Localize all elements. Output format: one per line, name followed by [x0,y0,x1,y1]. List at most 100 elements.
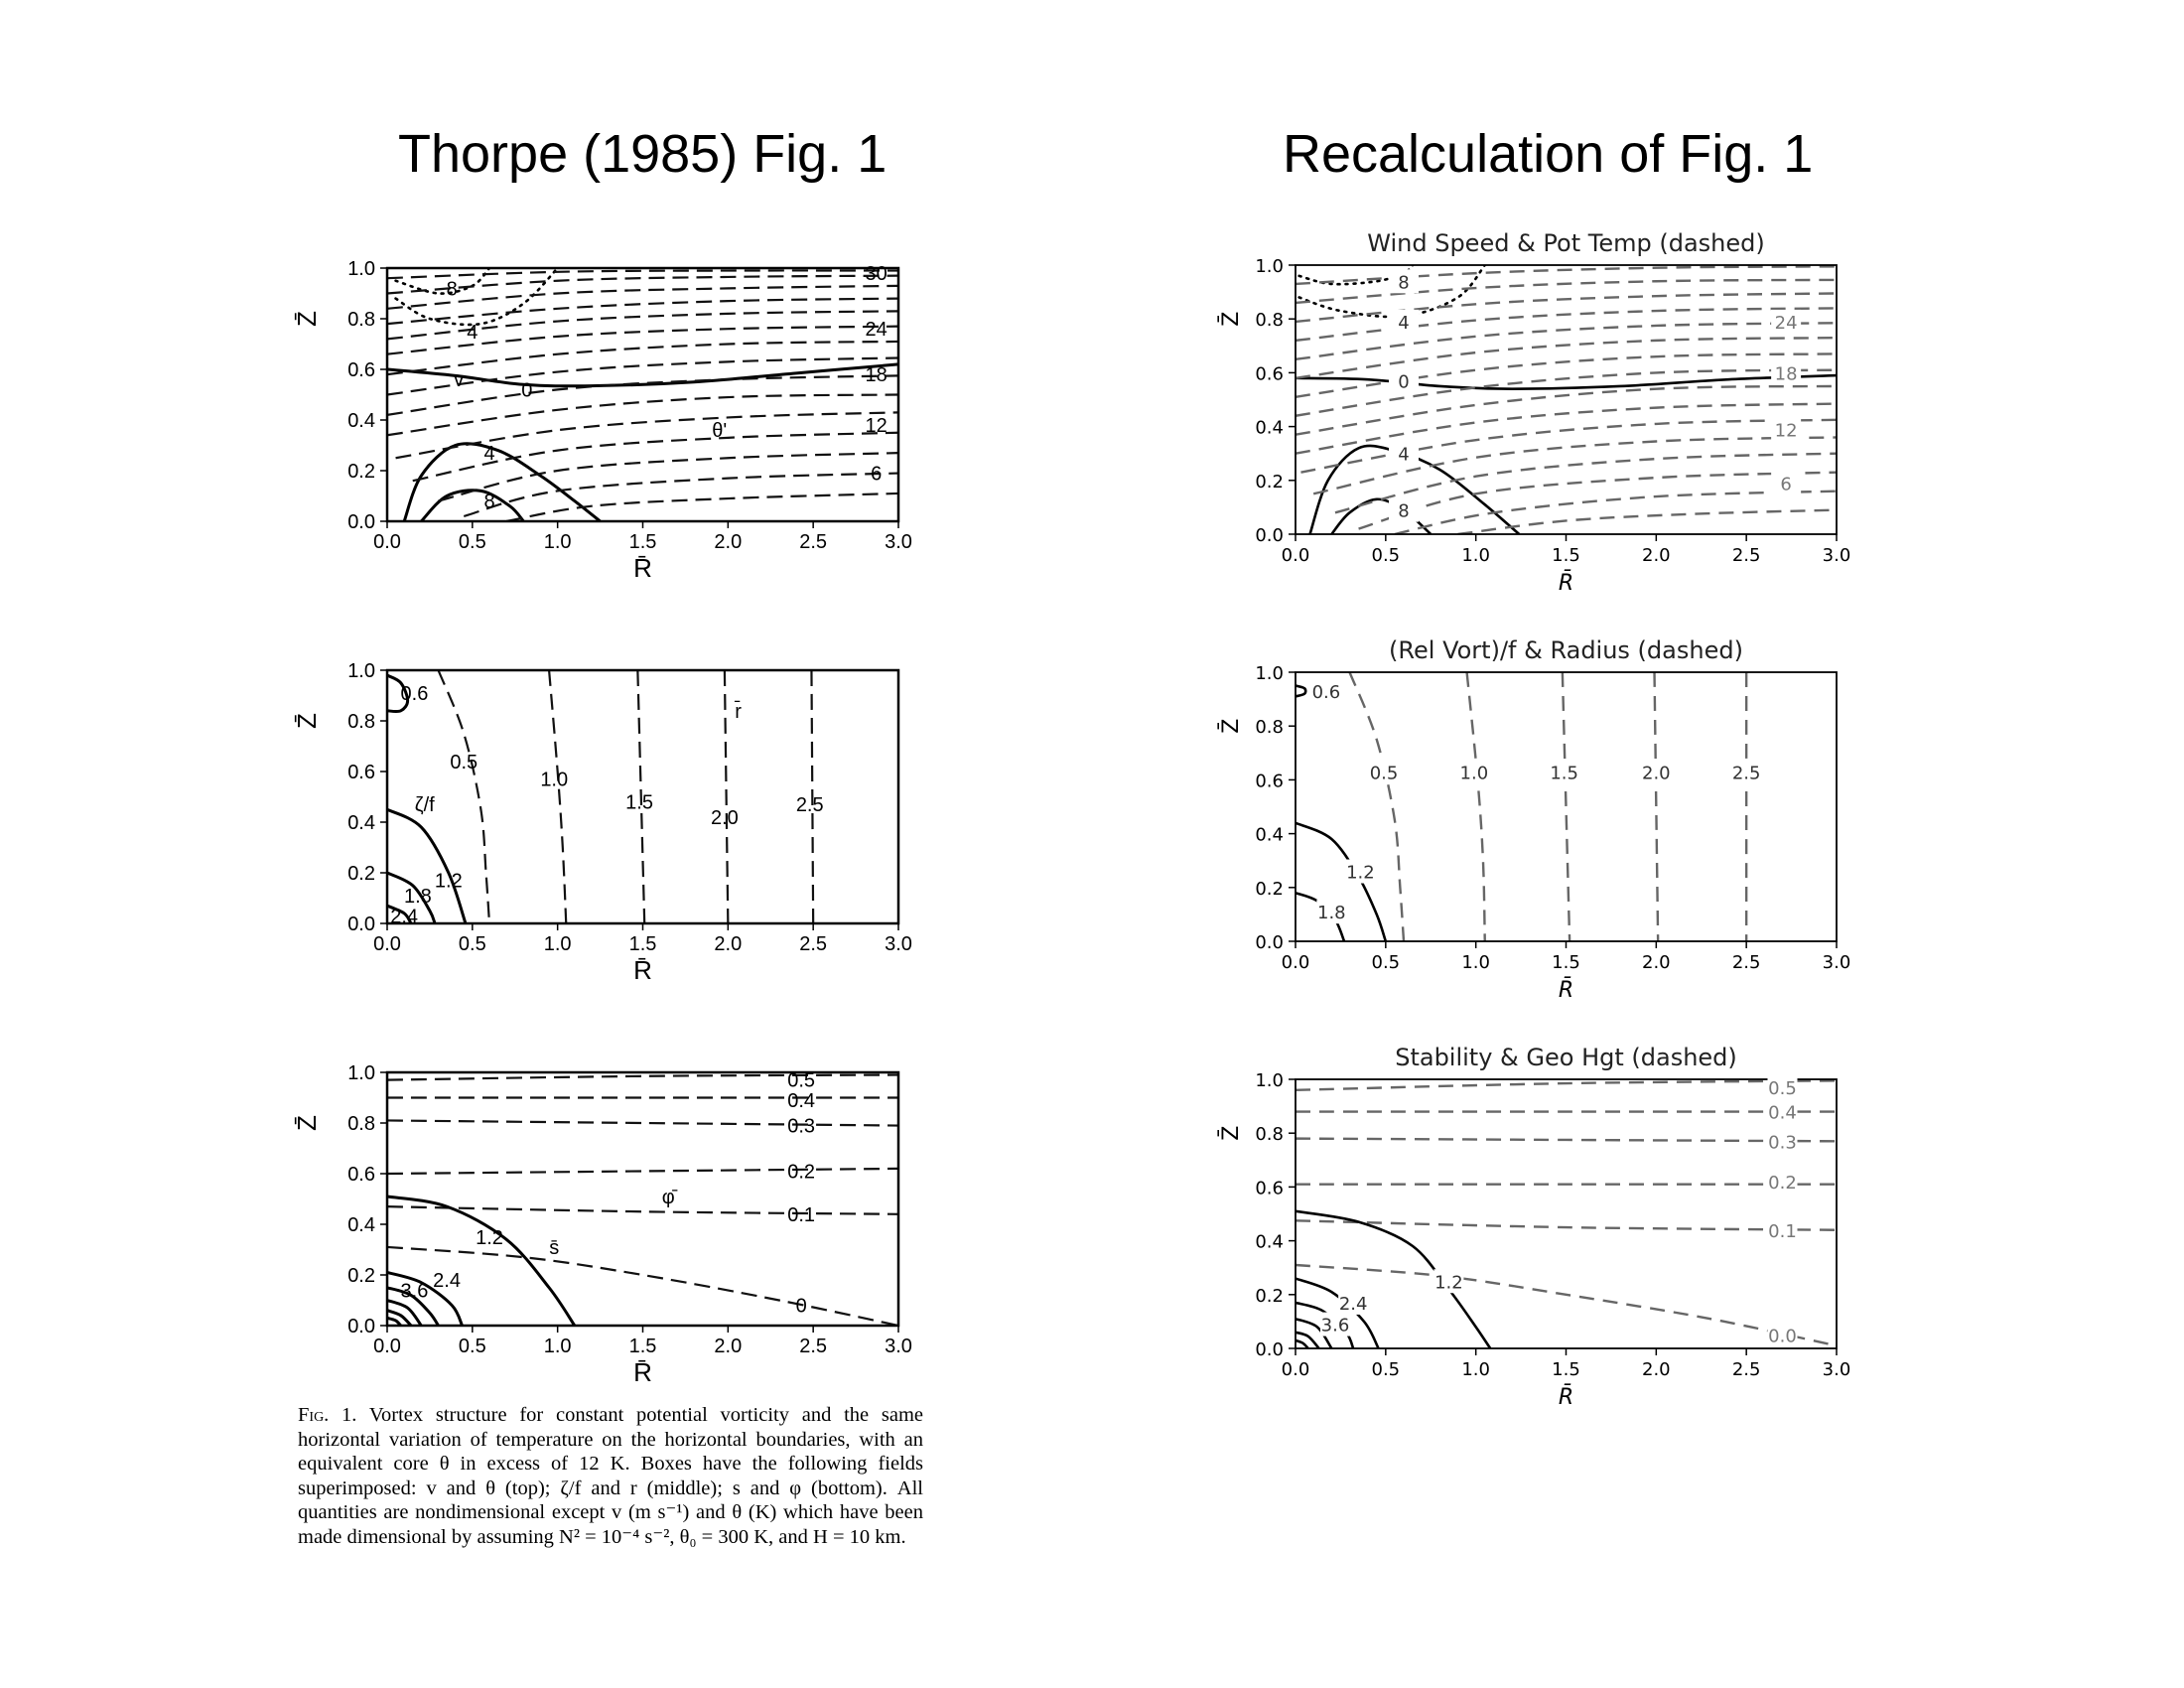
x-tick-label: 0.0 [373,933,401,955]
x-tick-label: 2.5 [799,933,827,955]
contour-label: 4 [1398,313,1409,334]
dashed-contour-12 [1296,402,1837,455]
y-tick-label: 0.6 [347,359,375,381]
dashed-contour-unlabeled [387,325,898,355]
x-axis-label: R̄ [633,1357,652,1387]
contour-label: 8 [1398,501,1409,522]
y-tick-label: 1.0 [1255,663,1284,684]
contour-label: 12 [1775,420,1798,441]
contour-label: 0.0 [1768,1326,1797,1346]
contour-label-gap [1389,269,1419,294]
contour-label-gap [1310,678,1341,703]
y-tick-label: 0.8 [347,1113,375,1135]
dashed-contour-18 [387,340,898,376]
x-axis-label: R̄ [1559,1384,1573,1410]
contour-label: v [454,369,464,391]
dashed-contour-2.5 [810,670,815,923]
contour-label: 2.0 [1642,763,1671,783]
y-tick-label: 1.0 [1255,1070,1284,1091]
contour-label: 2.4 [1339,1294,1368,1315]
contour-label: φ̄ [662,1187,678,1208]
x-tick-label: 2.5 [1732,952,1761,973]
contour-label-gap [1458,760,1489,784]
y-tick-label: 0.8 [1255,310,1284,331]
x-tick-label: 1.0 [1461,952,1490,973]
contour-label: 1.8 [404,886,432,908]
y-tick-label: 0.0 [1255,525,1284,546]
solid-contour-3.6 [387,1286,440,1326]
contour-label: 24 [866,319,887,341]
y-tick-label: 0.4 [1255,1232,1284,1253]
contour-label-gap [1338,1290,1369,1315]
x-tick-label: 3.0 [885,933,912,955]
y-axis-label: Z̄ [292,1115,322,1131]
contour-label: 0.2 [1768,1173,1797,1194]
dashed-contour-30 [387,269,898,280]
contour-label: 6 [1780,475,1791,495]
dashed-contour-0.5 [1348,672,1406,941]
y-tick-label: 0.8 [347,309,375,331]
x-tick-label: 1.5 [1552,545,1580,566]
y-axis-label: Z̄ [292,311,322,327]
contour-label: 3.6 [401,1280,429,1302]
contour-label-gap [1389,441,1419,466]
dashed-contour-unlabeled [1296,278,1837,305]
recalc-top-panel: Wind Speed & Pot Temp (dashed) 0.0 0.5 1.0 1… [1218,229,1851,596]
contour-label: 8 [447,278,458,300]
contour-label-gap [1641,760,1672,784]
dashed-contour-unlabeled [1296,336,1837,380]
contour-label: 2.4 [390,906,418,927]
contour-label: 0.5 [1768,1078,1797,1099]
x-tick-label: 1.0 [544,933,572,955]
contour-label: 0.2 [787,1161,815,1183]
dashed-contour-unlabeled [387,310,898,341]
contour-label: 0 [521,379,532,401]
y-tick-label: 0.2 [347,461,375,483]
y-tick-label: 1.0 [1255,256,1284,277]
contour-label: 1.2 [476,1227,503,1249]
y-tick-label: 0.2 [1255,1286,1284,1307]
dashed-contour-unlabeled [1457,508,1837,534]
dotted-contour-8 [394,268,491,295]
contour-label: 0.5 [1370,763,1399,783]
y-axis-label: Z̄ [292,713,322,729]
x-tick-label: 0.0 [1282,545,1310,566]
y-axis-label: Z̄ [1218,1126,1244,1141]
contour-label-gap [1549,760,1579,784]
contour-label-gap [1731,760,1762,784]
dashed-contour-2.0 [723,670,730,923]
dashed-contour-unlabeled [387,274,898,295]
y-tick-label: 0.0 [347,511,375,533]
contour-label: ζ/f [415,794,435,816]
contour-label: 2.5 [1732,763,1761,783]
y-tick-label: 0.6 [1255,771,1284,791]
x-tick-label: 0.5 [1372,952,1401,973]
right-heading: Recalculation of Fig. 1 [1283,124,1814,184]
x-tick-label: 3.0 [1823,545,1851,566]
contour-label: 2.4 [433,1270,461,1292]
contour-label-gap [1771,309,1802,334]
contour-label: 18 [1775,363,1798,384]
plot-frame [1295,1078,1838,1349]
dashed-contour-unlabeled [412,431,898,483]
contour-label-gap [1389,309,1419,334]
dashed-contour-0.1 [1296,1219,1837,1231]
x-tick-label: 2.5 [1732,1359,1761,1380]
x-tick-label: 3.0 [885,1336,912,1357]
dashed-contour-6 [1334,452,1837,514]
solid-contour-1.2 [1296,1209,1492,1348]
dashed-contour-unlabeled [1300,418,1837,474]
original-top-panel: 0.0 0.5 1.0 1.5 2.0 2.5 3.0 0.0 0.2 0.4 0.6 0.8 1.0 R… [292,258,912,583]
solid-contour-8 [420,489,525,521]
contour-label: 1.2 [1346,863,1375,884]
contour-label-gap [1316,900,1347,924]
contour-label: 2.5 [796,794,824,816]
contour-label: 0.3 [787,1116,815,1138]
solid-contour-0 [1296,373,1837,390]
x-tick-label: 0.0 [1282,1359,1310,1380]
contour-label-gap [1369,760,1400,784]
contour-label: 2.0 [711,807,739,829]
y-axis-label: Z̄ [1218,719,1244,734]
y-tick-label: 0.0 [1255,1339,1284,1360]
contour-label: 1.0 [1460,763,1489,783]
